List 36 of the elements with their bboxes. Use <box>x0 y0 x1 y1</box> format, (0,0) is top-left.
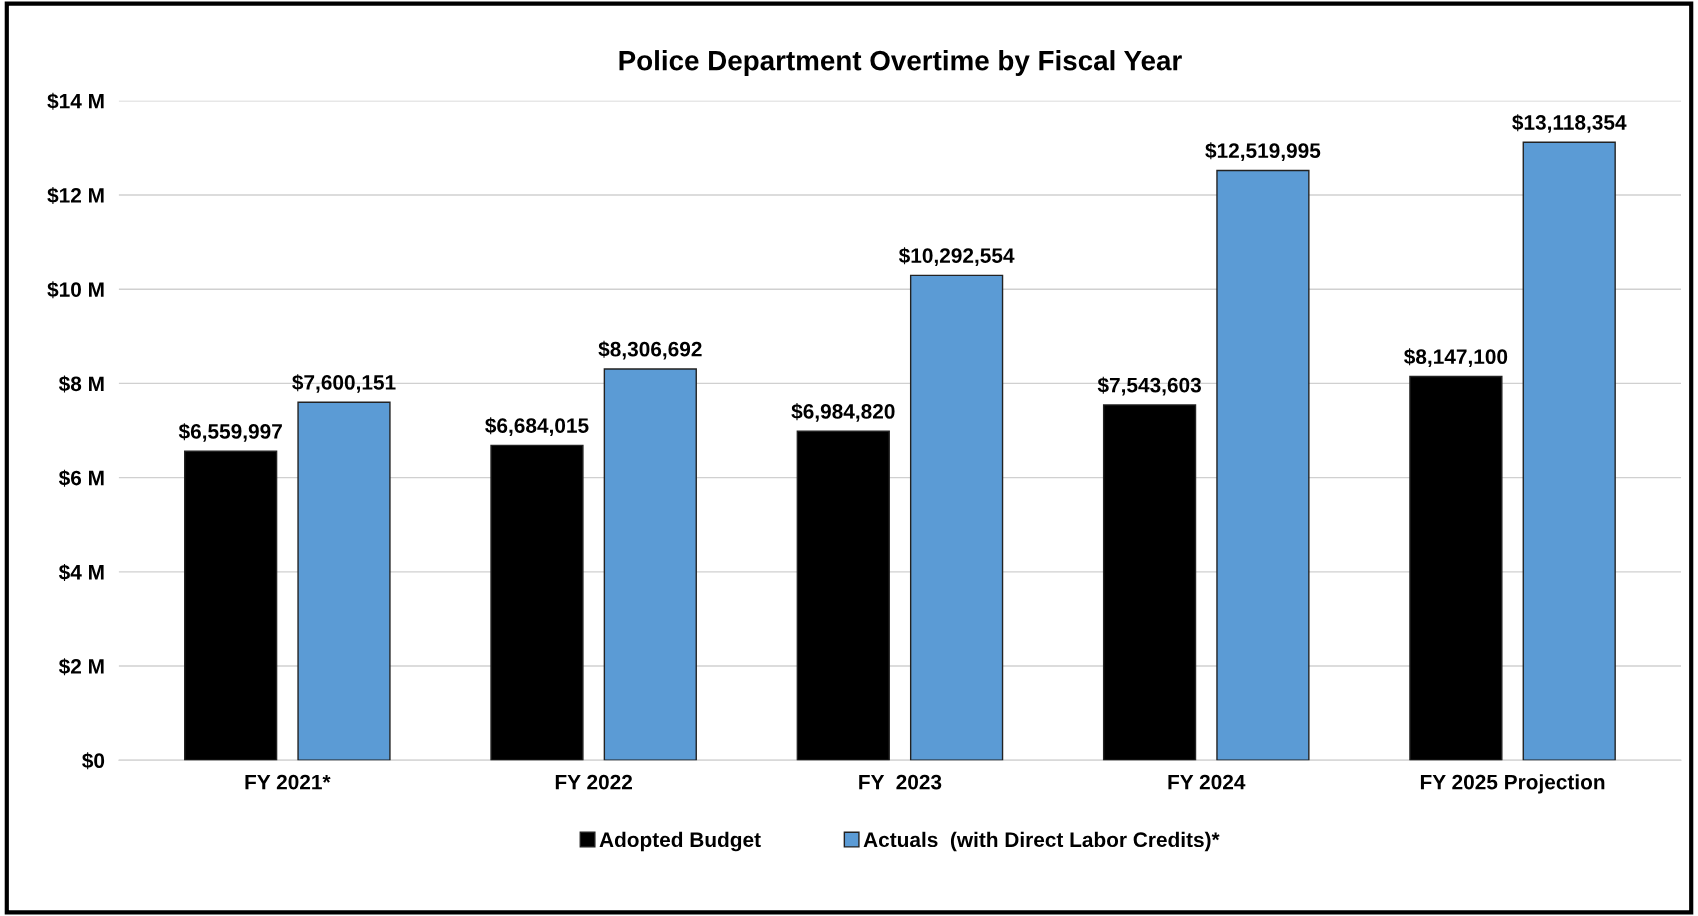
bar <box>603 368 697 761</box>
bar <box>909 274 1004 761</box>
x-tick-label: FY 2025 Projection <box>1420 774 1605 794</box>
data-label: $6,559,997 <box>178 423 282 442</box>
data-label: $12,519,995 <box>1205 142 1321 162</box>
data-label: $6,984,820 <box>791 403 895 422</box>
x-tick-label: FY 2022 <box>555 774 632 790</box>
x-tick-label: FY 2021* <box>245 774 331 790</box>
data-label: $8,147,100 <box>1404 348 1508 368</box>
bar <box>490 444 584 761</box>
y-tick-label: $12 M <box>47 187 104 205</box>
data-label: $13,118,354 <box>1512 114 1627 133</box>
y-tick-label: $2 M <box>58 658 104 676</box>
bar <box>1522 141 1616 761</box>
data-label: $6,684,015 <box>485 417 589 436</box>
data-label: $7,543,603 <box>1097 376 1201 396</box>
bar <box>1409 375 1503 761</box>
legend-label: Actuals (with Direct Labor Credits)* <box>863 831 1220 852</box>
y-tick-label: $6 M <box>58 469 104 487</box>
legend-label: Adopted Budget <box>599 831 761 852</box>
y-tick-label: $10 M <box>47 281 104 299</box>
y-tick-label: $0 <box>82 752 105 770</box>
bar <box>1216 169 1310 761</box>
chart-title: Police Department Overtime by Fiscal Year <box>619 50 1182 76</box>
data-label: $7,600,151 <box>292 374 396 393</box>
y-tick-label: $4 M <box>58 563 104 581</box>
x-tick-label: FY 2023 <box>859 774 942 790</box>
y-tick-label: $14 M <box>47 92 104 110</box>
bar <box>297 401 391 761</box>
x-tick-label: FY 2024 <box>1168 774 1246 790</box>
bar <box>184 450 278 761</box>
data-label: $10,292,554 <box>898 247 1015 266</box>
data-label: $8,306,692 <box>598 340 702 360</box>
bar <box>1102 404 1197 761</box>
y-tick-label: $8 M <box>58 375 104 393</box>
bar <box>796 430 890 761</box>
